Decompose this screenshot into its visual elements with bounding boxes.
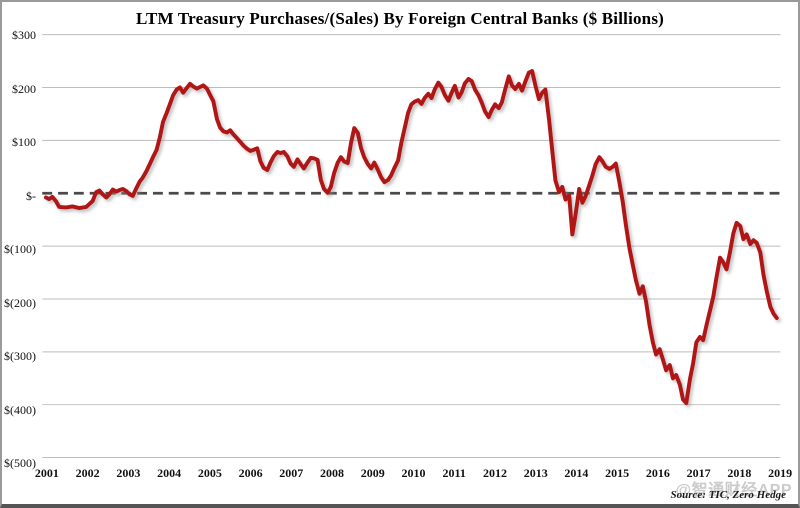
x-tick-label: 2011 — [442, 466, 466, 480]
source-note: Source: TIC, Zero Hedge — [670, 489, 786, 501]
y-tick-label: $(400) — [4, 402, 36, 417]
x-tick-label: 2004 — [157, 466, 182, 480]
y-tick-label: $200 — [12, 81, 36, 96]
y-tick-label: $(300) — [4, 349, 36, 363]
x-tick-label: 2002 — [75, 466, 100, 480]
y-tick-label: $100 — [12, 135, 36, 149]
x-tick-label: 2010 — [401, 466, 426, 480]
x-tick-label: 2013 — [523, 466, 548, 480]
x-tick-label: 2019 — [768, 466, 793, 480]
x-tick-label: 2012 — [482, 466, 507, 480]
watermark: @智通财经APP — [675, 482, 792, 499]
x-tick-label: 2017 — [686, 466, 711, 480]
x-tick-label: 2001 — [34, 466, 59, 480]
y-tick-label: $(100) — [4, 242, 36, 256]
chart-title: LTM Treasury Purchases/(Sales) By Foreig… — [135, 9, 665, 28]
x-tick-label: 2009 — [360, 466, 385, 480]
x-tick-label: 2005 — [197, 466, 222, 480]
treasury-line-series — [43, 69, 779, 406]
x-tick-label: 2014 — [564, 466, 589, 480]
series-line — [43, 69, 779, 406]
x-tick-label: 2003 — [116, 466, 141, 480]
x-tick-label: 2006 — [238, 466, 263, 480]
x-tick-label: 2016 — [645, 466, 670, 480]
x-tick-label: 2018 — [727, 466, 752, 480]
y-tick-label: $- — [26, 188, 36, 203]
gridlines — [42, 34, 781, 459]
y-tick-label: $(500) — [4, 456, 36, 470]
x-tick-label: 2008 — [320, 466, 345, 480]
y-tick-label: $300 — [12, 28, 36, 42]
x-tick-label: 2007 — [279, 466, 304, 480]
x-tick-label: 2015 — [605, 466, 630, 480]
y-tick-label: $(200) — [4, 295, 36, 310]
